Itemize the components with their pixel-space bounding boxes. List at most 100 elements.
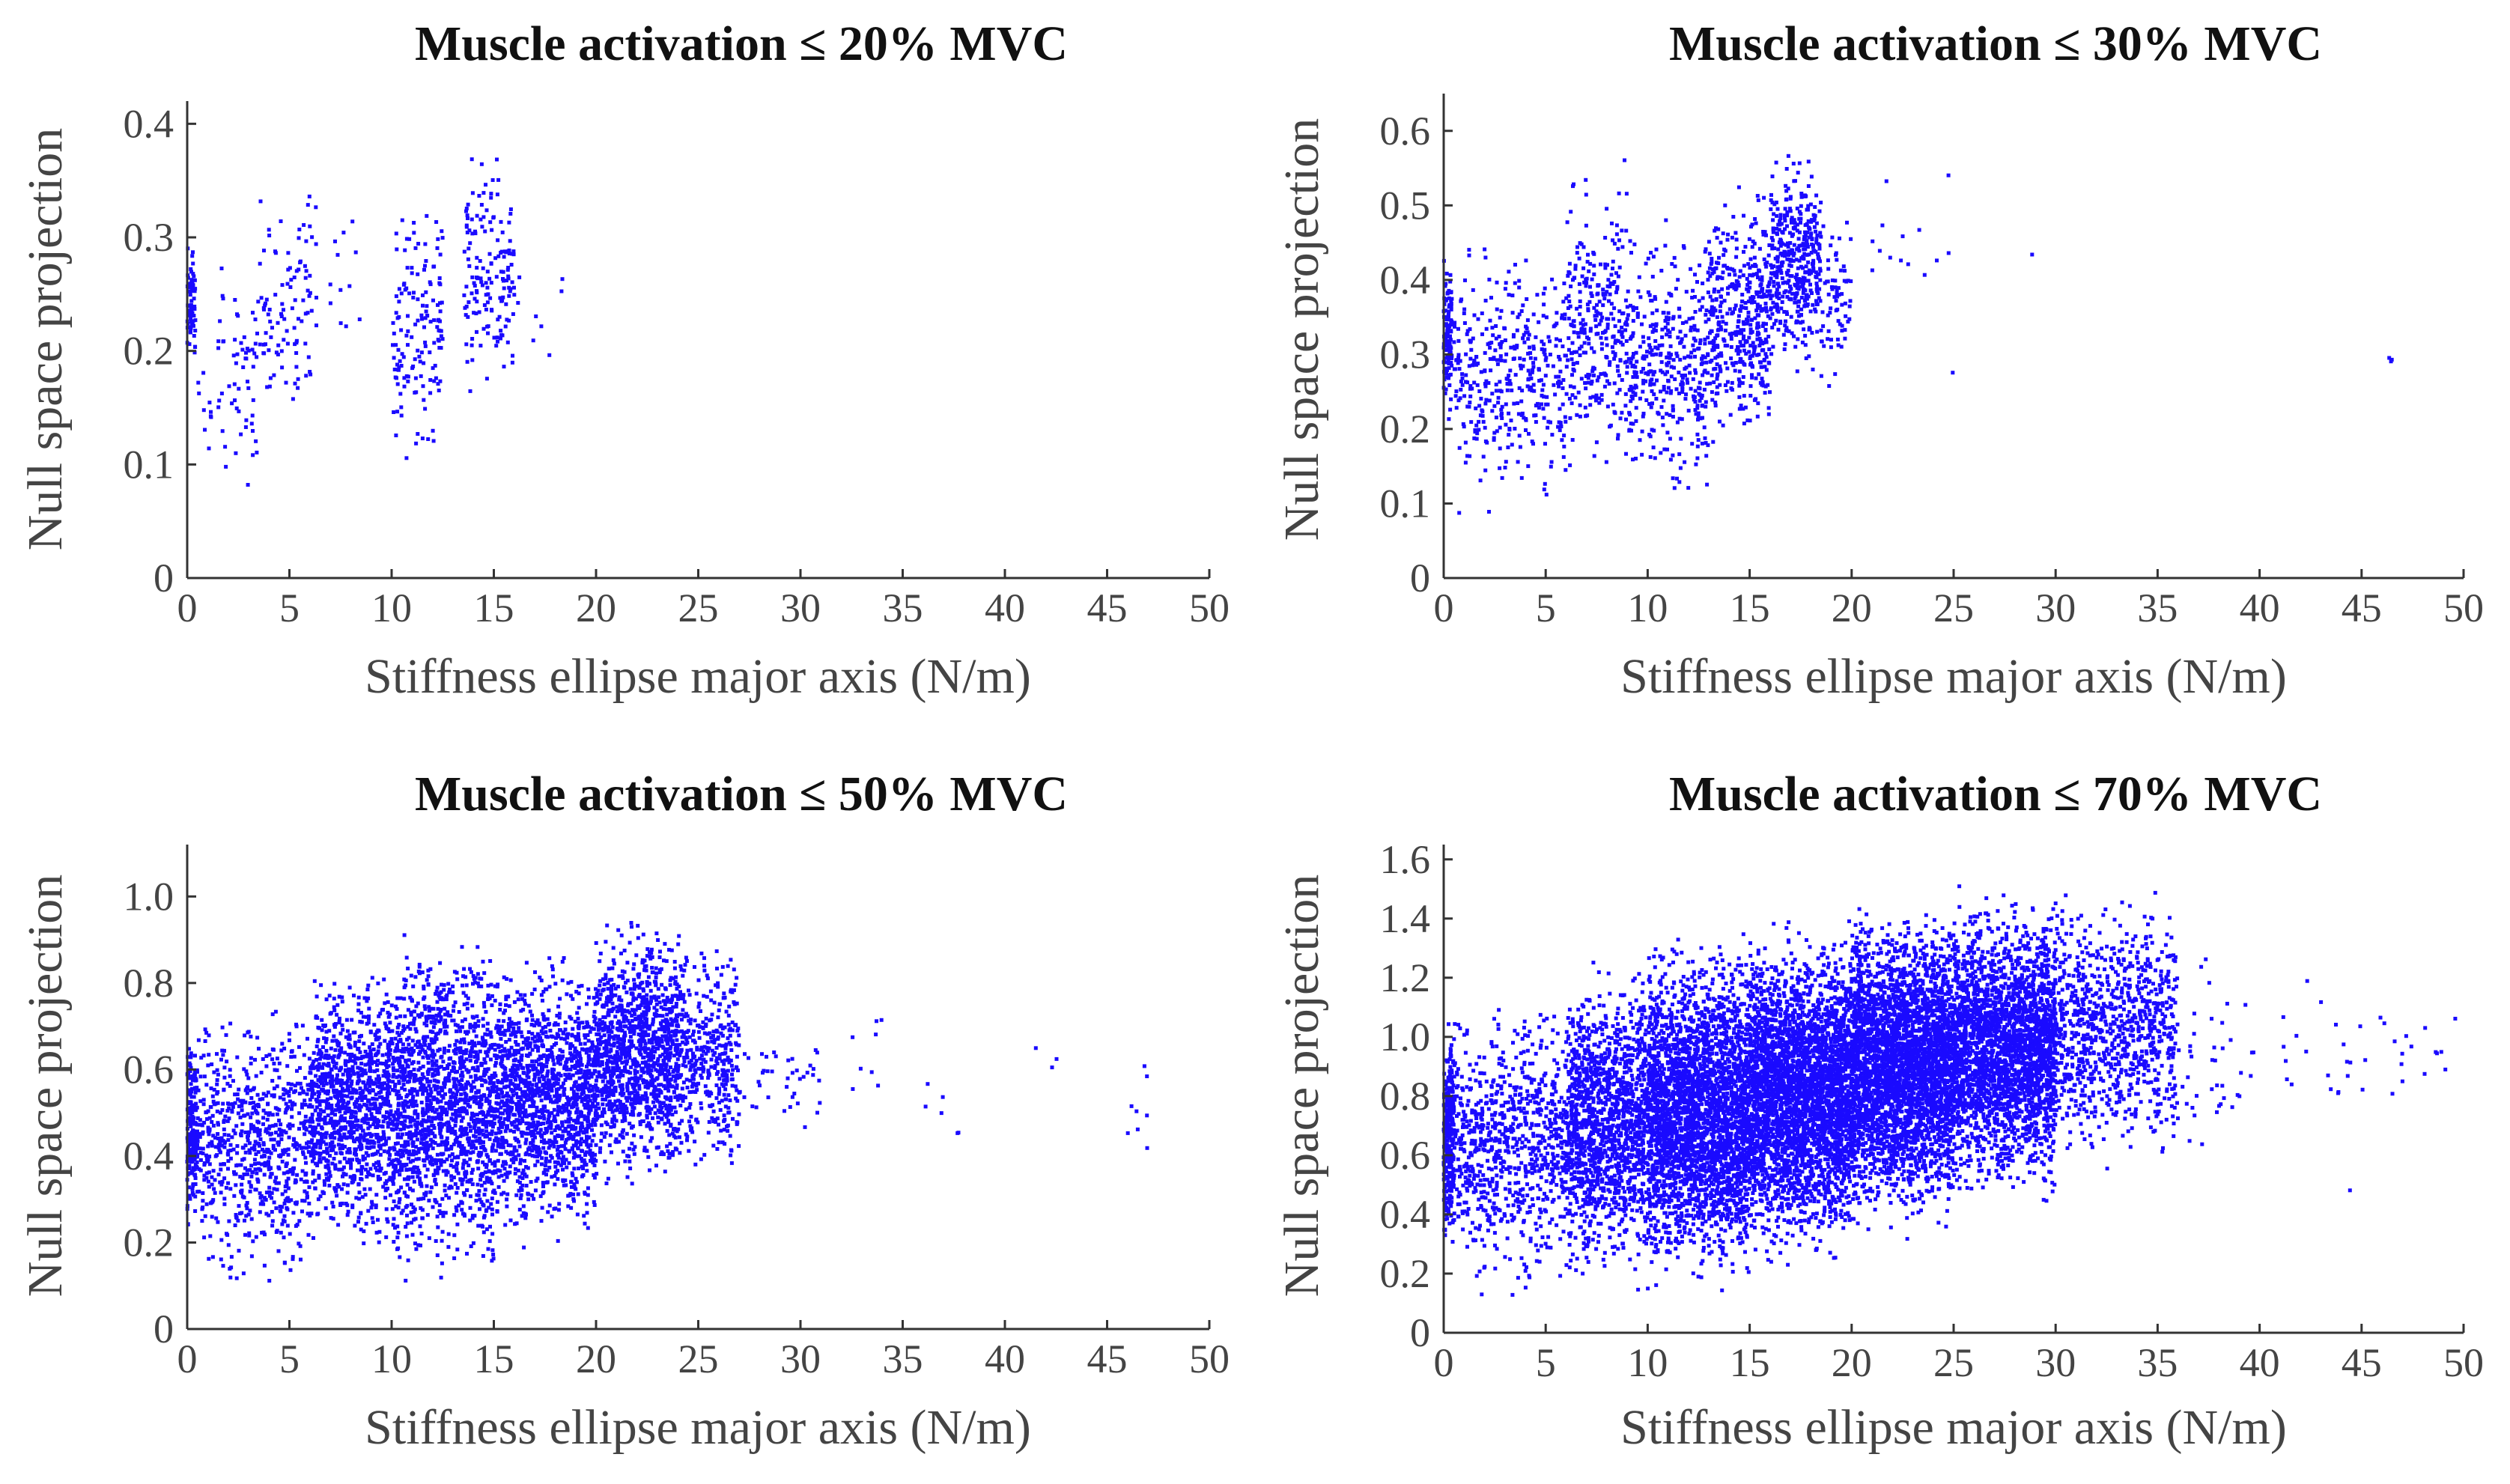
data-point <box>1528 351 1533 355</box>
data-point <box>1716 227 1721 231</box>
data-point <box>219 1238 224 1242</box>
data-point <box>1749 361 1753 365</box>
data-point <box>1815 272 1820 276</box>
data-point <box>384 1139 389 1143</box>
data-point <box>1787 329 1791 333</box>
data-point <box>1624 228 1629 233</box>
data-point <box>336 1223 341 1227</box>
data-point <box>1666 379 1671 383</box>
data-point <box>253 1167 258 1172</box>
data-point <box>215 1109 219 1113</box>
data-point <box>314 296 318 299</box>
data-point <box>257 1128 261 1133</box>
data-point <box>1775 282 1780 286</box>
data-point <box>512 293 517 297</box>
data-point <box>1608 292 1612 297</box>
data-point <box>246 1076 251 1080</box>
data-point <box>472 311 476 315</box>
data-point <box>1802 327 1806 332</box>
data-point <box>1633 393 1638 398</box>
data-point <box>1540 347 1544 351</box>
data-point <box>258 1202 263 1206</box>
data-point <box>252 1143 257 1148</box>
data-point <box>1822 344 1826 348</box>
data-point <box>385 1091 389 1095</box>
data-point <box>315 1064 320 1068</box>
data-point <box>1814 299 1818 303</box>
data-point <box>314 1014 318 1018</box>
data-point <box>1443 339 1447 343</box>
data-point <box>1631 390 1635 395</box>
data-point <box>295 1147 300 1152</box>
data-point <box>1769 297 1773 301</box>
data-point <box>310 1113 314 1117</box>
data-point <box>303 1098 307 1103</box>
data-point <box>220 1025 225 1030</box>
data-point <box>1654 247 1659 252</box>
data-point <box>1608 285 1612 289</box>
data-point <box>1776 247 1781 252</box>
data-point <box>1474 355 1479 359</box>
data-point <box>240 1182 244 1187</box>
data-point <box>485 324 489 329</box>
data-point <box>1548 353 1552 356</box>
data-point <box>1612 280 1617 284</box>
data-point <box>1704 400 1708 404</box>
data-point <box>330 1140 335 1145</box>
data-point <box>1710 257 1714 261</box>
data-point <box>193 318 198 323</box>
data-point <box>311 1172 315 1176</box>
data-point <box>361 1128 365 1133</box>
data-point <box>236 314 240 318</box>
data-point <box>1554 344 1558 348</box>
data-point <box>384 1059 389 1064</box>
data-point <box>1577 256 1581 261</box>
data-point <box>502 365 506 369</box>
data-point <box>1498 354 1503 359</box>
data-point <box>1477 389 1482 393</box>
data-point <box>340 1106 344 1110</box>
data-point <box>1701 296 1705 300</box>
data-point <box>1707 341 1712 345</box>
data-point <box>1767 361 1772 365</box>
data-point <box>192 314 196 318</box>
data-point <box>339 1137 344 1142</box>
data-point <box>438 252 443 257</box>
data-point <box>1517 279 1522 283</box>
data-point <box>464 207 469 210</box>
data-point <box>1877 249 1882 253</box>
data-point <box>1535 293 1540 297</box>
data-point <box>1624 339 1629 343</box>
data-point <box>350 1052 354 1056</box>
data-point <box>191 1182 195 1187</box>
data-point <box>1706 371 1710 375</box>
data-point <box>371 1145 376 1149</box>
data-point <box>1484 398 1489 402</box>
data-point <box>188 1122 192 1126</box>
chart-title: Muscle activation ≤ 30% MVC <box>1669 16 2322 71</box>
data-point <box>191 1193 195 1197</box>
data-point <box>246 483 250 487</box>
data-point <box>1784 319 1787 323</box>
data-point <box>1760 324 1765 328</box>
data-point <box>1566 273 1570 278</box>
data-point <box>386 1089 390 1093</box>
data-point <box>1736 185 1741 189</box>
data-point <box>1658 353 1662 357</box>
data-point <box>1599 398 1604 402</box>
data-point <box>386 1054 391 1059</box>
data-point <box>473 229 477 234</box>
x-tick-label: 20 <box>576 586 616 630</box>
data-point <box>228 1074 232 1078</box>
data-point <box>376 1049 380 1053</box>
data-point <box>1810 237 1814 241</box>
data-point <box>319 983 323 988</box>
data-point <box>1828 311 1832 315</box>
data-point <box>1693 400 1698 404</box>
data-point <box>372 1023 377 1027</box>
data-point <box>374 1092 378 1097</box>
data-point <box>1575 413 1579 417</box>
data-point <box>365 1121 370 1125</box>
data-point <box>1578 312 1582 317</box>
data-point <box>1742 422 1746 426</box>
